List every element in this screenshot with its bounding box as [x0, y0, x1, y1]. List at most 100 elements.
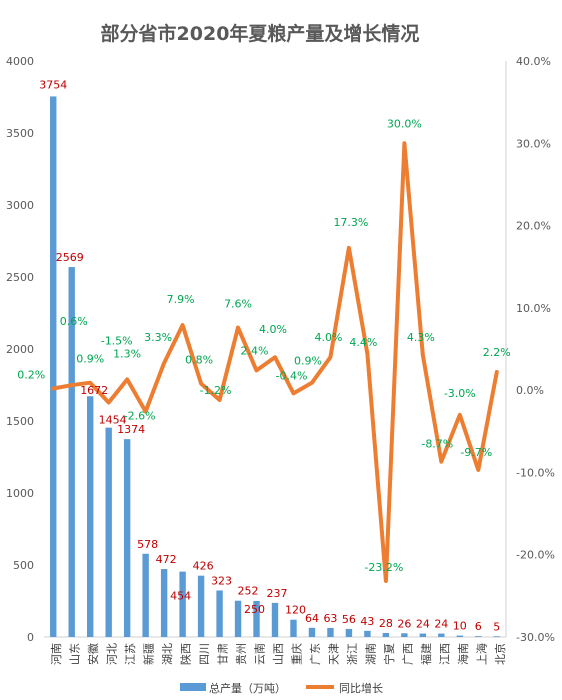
bar [123, 439, 131, 637]
bar-value-label: 237 [267, 587, 288, 600]
category-label: 云南 [254, 643, 267, 665]
category-label: 甘肃 [217, 643, 230, 665]
bar [160, 569, 168, 637]
line-value-label: 0.9% [76, 353, 104, 366]
bar [179, 571, 186, 637]
bar [382, 632, 390, 637]
left-axis-tick-label: 1000 [6, 487, 34, 500]
bar-series [50, 96, 500, 638]
left-axis-tick-label: 2000 [6, 343, 34, 356]
bar-value-label: 5 [493, 620, 500, 633]
line-value-label: 4.0% [259, 323, 287, 336]
left-axis-tick-label: 3500 [6, 127, 34, 140]
category-label: 河南 [50, 643, 63, 665]
legend-bar-label: 总产量（万吨） [209, 681, 286, 695]
bar [327, 627, 334, 637]
right-axis-tick-label: 0.0% [516, 384, 544, 397]
category-label: 浙江 [346, 643, 359, 665]
bar [493, 636, 500, 638]
legend-bar-swatch [180, 683, 206, 691]
bar-value-label: 6 [475, 620, 482, 633]
bar-value-label: 1672 [80, 384, 108, 397]
line-value-label: 17.3% [333, 216, 368, 229]
bar-value-label: 454 [170, 590, 191, 603]
bar [290, 619, 297, 637]
left-axis-tick-label: 4000 [6, 55, 34, 68]
left-y-axis: 0 500 1000 1500 2000 2500 3000 3500 4000 [6, 55, 506, 644]
bar-value-label: 252 [238, 585, 259, 598]
bar-value-label: 1374 [117, 423, 145, 436]
category-label: 海南 [456, 643, 470, 665]
bar-value-label: 26 [397, 617, 411, 630]
line-value-label: 0.8% [185, 354, 213, 367]
left-axis-tick-label: 500 [13, 559, 34, 572]
bar [271, 602, 279, 637]
bar [419, 633, 427, 637]
bar [475, 636, 482, 637]
bar [308, 627, 316, 637]
bar-value-label: 250 [244, 603, 265, 616]
category-label: 上海 [474, 643, 488, 665]
bar-value-label: 578 [137, 538, 158, 551]
line-value-label: -3.0% [444, 387, 476, 400]
bar-value-label: 2569 [56, 251, 84, 264]
bar [253, 601, 260, 637]
bar-value-label: 63 [323, 612, 337, 625]
bar-value-label: 10 [453, 620, 467, 633]
line-value-label: -23.2% [364, 561, 403, 574]
bar-value-label: 43 [360, 615, 374, 628]
line-value-labels: 0.2% 0.6% 0.9% -1.5%1.3% -2.6% 3.3% 7.9% 0.8% -1… [17, 117, 510, 574]
bar-value-label: 3754 [39, 78, 67, 91]
bar [50, 96, 57, 637]
right-y-axis: -30.0% -20.0% -10.0% 0.0% 10.0% 20.0% 30.0% 40.… [505, 55, 555, 644]
left-axis-tick-label: 0 [27, 631, 34, 644]
bar [364, 630, 371, 637]
bar [234, 600, 242, 637]
left-axis-tick-label: 2500 [6, 271, 34, 284]
bar [197, 575, 205, 637]
bar-value-label: 64 [305, 612, 319, 625]
right-axis-tick-label: 20.0% [516, 220, 551, 233]
bar [401, 633, 408, 637]
line-value-label: 4.4% [349, 336, 377, 349]
line-value-label: -1.2% [200, 384, 232, 397]
category-label: 湖南 [364, 643, 377, 665]
line-value-label: 2.4% [241, 344, 269, 357]
line-value-label: -8.7% [421, 438, 453, 451]
growth-line [51, 141, 499, 583]
category-label: 江西 [438, 643, 451, 665]
right-axis-tick-label: -30.0% [516, 631, 555, 644]
bar-value-label: 24 [416, 618, 430, 631]
category-axis: 河南 山东 安徽 河北 江苏 新疆 湖北 陕西 四川 甘肃 贵州 云南 山西 重庆 广东 天津 浙江 湖南 宁夏 广西… [50, 643, 507, 665]
line-value-label: 0.6% [60, 315, 88, 328]
right-axis-tick-label: -10.0% [516, 466, 555, 479]
line-value-label: 2.2% [483, 346, 511, 359]
category-label: 福建 [419, 643, 433, 665]
category-label: 河北 [106, 643, 119, 665]
bar-value-label: 28 [379, 617, 393, 630]
bar-value-label: 323 [211, 574, 232, 587]
line-value-label: -2.6% [124, 410, 156, 423]
category-label: 四川 [198, 643, 211, 665]
category-label: 北京 [493, 643, 507, 665]
category-label: 湖北 [161, 643, 174, 665]
line-value-label: 3.3% [144, 331, 172, 344]
chart-title: 部分省市2020年夏粮产量及增长情况 [101, 22, 420, 45]
bar [142, 553, 149, 637]
bar-value-label: 120 [285, 604, 306, 617]
category-label: 广西 [401, 643, 414, 665]
bar-value-label: 1454 [99, 414, 127, 427]
line-value-label: 7.9% [167, 293, 195, 306]
bar-value-label: 472 [156, 553, 177, 566]
line-value-label: -1.5% [101, 334, 133, 347]
category-label: 宁夏 [382, 643, 396, 665]
bar [456, 635, 463, 637]
bar [438, 633, 445, 637]
line-value-label: 4.3% [407, 331, 435, 344]
left-axis-tick-label: 1500 [6, 415, 34, 428]
legend: 总产量（万吨） 同比增长 [180, 681, 383, 695]
category-label: 江苏 [124, 643, 137, 665]
category-label: 广东 [309, 643, 322, 665]
line-series [51, 141, 499, 583]
